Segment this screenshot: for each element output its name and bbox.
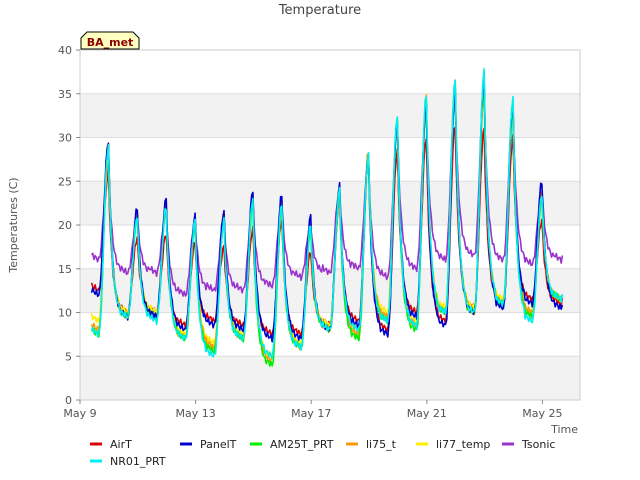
y-axis-ticks: 0 5 10 15 20 25 30 35 40 — [58, 44, 80, 407]
y-tick-label: 35 — [58, 88, 72, 101]
plot-background — [79, 49, 581, 401]
y-tick-label: 10 — [58, 307, 72, 320]
grid-band — [80, 356, 580, 400]
y-tick-label: 25 — [58, 175, 72, 188]
x-tick-label: May 21 — [407, 407, 447, 420]
y-tick-label: 20 — [58, 219, 72, 232]
y-tick-label: 40 — [58, 44, 72, 57]
chart-title: Temperature — [278, 3, 361, 18]
y-tick-label: 30 — [58, 132, 72, 145]
legend-label-NR01_PRT: NR01_PRT — [110, 455, 166, 468]
legend-label-li77_temp: li77_temp — [436, 438, 490, 451]
series-line-NR01_PRT — [90, 68, 564, 360]
y-tick-label: 15 — [58, 263, 72, 276]
x-axis-label: Time — [550, 423, 578, 436]
series-lines — [90, 68, 564, 367]
y-tick-label: 5 — [65, 350, 72, 363]
y-axis-label: Temperatures (C) — [7, 177, 20, 273]
x-tick-label: May 9 — [63, 407, 96, 420]
legend-label-li75_t: li75_t — [366, 438, 397, 451]
x-tick-label: May 25 — [522, 407, 562, 420]
x-axis-ticks: May 9 May 13 May 17 May 21 May 25 — [63, 400, 563, 420]
site-badge-box — [80, 31, 140, 50]
x-tick-label: May 17 — [291, 407, 331, 420]
legend: AirT PanelT AM25T_PRT li75_t li77_temp Tsonic… — [90, 438, 555, 468]
legend-label-AM25T_PRT: AM25T_PRT — [270, 438, 334, 451]
x-tick-label: May 13 — [175, 407, 215, 420]
legend-label-Tsonic: Tsonic — [521, 438, 555, 451]
grid-band — [80, 93, 580, 138]
site-badge-label: BA_met — [87, 36, 134, 49]
grid-band — [80, 181, 580, 225]
legend-label-PanelT: PanelT — [200, 438, 237, 451]
legend-label-AirT: AirT — [110, 438, 132, 451]
site-badge: BA_met — [80, 31, 140, 50]
y-tick-label: 0 — [65, 394, 72, 407]
